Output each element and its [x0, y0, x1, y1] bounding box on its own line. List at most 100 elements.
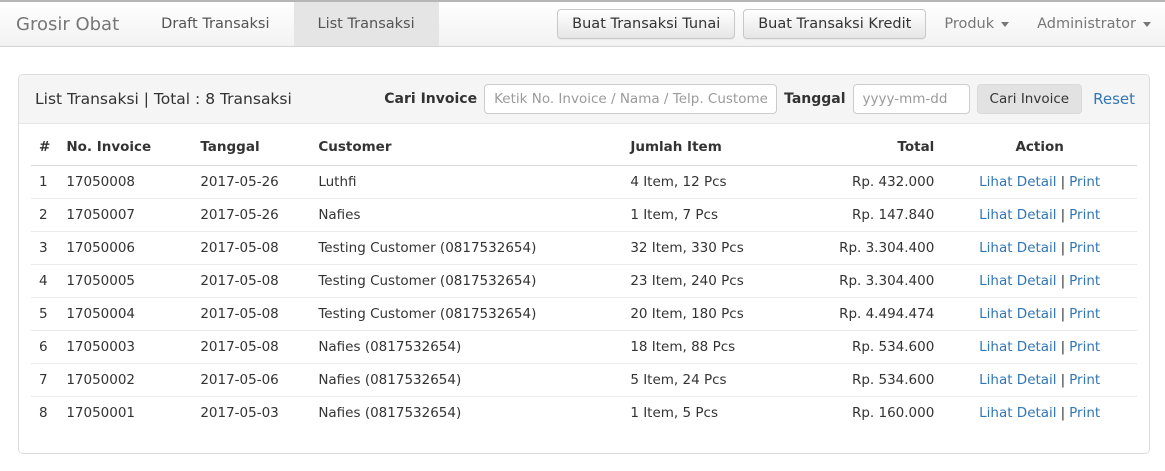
customer-cell: Testing Customer (0817532654) [310, 264, 623, 298]
header-tanggal: Tanggal [192, 124, 311, 166]
panel-header: List Transaksi | Total : 8 Transaksi Car… [19, 75, 1149, 124]
caret-down-icon [1001, 21, 1010, 27]
num-cell: 1 [39, 174, 48, 190]
customer-cell: Nafies (0817532654) [310, 363, 623, 397]
lihat-detail-link[interactable]: Lihat Detail [979, 273, 1057, 289]
print-link[interactable]: Print [1069, 306, 1101, 322]
print-link[interactable]: Print [1069, 273, 1101, 289]
tanggal-cell: 2017-05-08 [192, 330, 311, 364]
produk-dropdown[interactable]: Produk [930, 2, 1023, 46]
table-row: 2 17050007 2017-05-26 Nafies 1 Item, 7 P… [31, 198, 1137, 232]
total-cell: Rp. 534.600 [812, 330, 943, 364]
lihat-detail-link[interactable]: Lihat Detail [979, 372, 1057, 388]
tanggal-cell: 2017-05-26 [192, 198, 311, 232]
action-cell: Lihat Detail | Print [942, 166, 1137, 199]
lihat-detail-link[interactable]: Lihat Detail [979, 306, 1057, 322]
tanggal-input[interactable] [852, 84, 970, 114]
total-cell: Rp. 147.840 [812, 198, 943, 232]
cari-invoice-button[interactable]: Cari Invoice [976, 84, 1083, 114]
num-cell: 6 [31, 330, 59, 364]
table-row: 6 17050003 2017-05-08 Nafies (0817532654… [31, 330, 1137, 364]
administrator-dropdown[interactable]: Administrator [1023, 2, 1165, 46]
total-cell: Rp. 534.600 [812, 363, 943, 397]
tanggal-cell: 2017-05-08 [192, 264, 311, 298]
tanggal-cell: 2017-05-06 [192, 363, 311, 397]
administrator-dropdown-label: Administrator [1037, 16, 1136, 32]
invoice-cell: 17050006 [58, 231, 193, 265]
num-cell: 7 [31, 363, 59, 397]
action-separator: | [1060, 207, 1066, 223]
lihat-detail-link[interactable]: Lihat Detail [979, 339, 1057, 355]
invoice-cell: 17050008 [66, 174, 136, 190]
tanggal-cell: 2017-05-26 [200, 174, 279, 190]
table-row: 1 17050008 2017-05-26 Luthfi 4 Item, 12 … [31, 166, 1137, 199]
transaction-table: # No. Invoice Tanggal Customer Jumlah It… [31, 124, 1137, 429]
action-cell: Lihat Detail | Print [942, 396, 1137, 429]
jumlah-cell: 5 Item, 24 Pcs [622, 363, 813, 397]
print-link[interactable]: Print [1069, 339, 1101, 355]
table-row: 8 17050001 2017-05-03 Nafies (0817532654… [31, 396, 1137, 429]
jumlah-cell: 1 Item, 7 Pcs [622, 198, 813, 232]
jumlah-cell: 20 Item, 180 Pcs [622, 297, 813, 331]
search-area: Cari Invoice Tanggal Cari Invoice Reset [384, 84, 1135, 114]
jumlah-cell: 4 Item, 12 Pcs [630, 174, 727, 190]
print-link[interactable]: Print [1069, 240, 1101, 256]
total-cell: Rp. 160.000 [812, 396, 943, 429]
action-cell: Lihat Detail | Print [942, 231, 1137, 265]
print-link[interactable]: Print [1069, 372, 1101, 388]
table-row: 3 17050006 2017-05-08 Testing Customer (… [31, 231, 1137, 265]
invoice-cell: 17050005 [58, 264, 193, 298]
header-customer: Customer [310, 124, 623, 166]
action-separator: | [1060, 372, 1066, 388]
navbar: Grosir Obat Draft Transaksi List Transak… [0, 0, 1165, 47]
lihat-detail-link[interactable]: Lihat Detail [979, 207, 1057, 223]
num-cell: 3 [31, 231, 59, 265]
header-num: # [31, 124, 59, 166]
num-cell: 4 [31, 264, 59, 298]
table-row: 5 17050004 2017-05-08 Testing Customer (… [31, 297, 1137, 331]
action-separator: | [1060, 174, 1066, 190]
action-cell: Lihat Detail | Print [942, 264, 1137, 298]
jumlah-cell: 32 Item, 330 Pcs [622, 231, 813, 265]
tanggal-cell: 2017-05-03 [192, 396, 311, 429]
invoice-search-input[interactable] [484, 84, 778, 114]
invoice-cell: 17050001 [58, 396, 193, 429]
action-cell: Lihat Detail | Print [942, 198, 1137, 232]
num-cell: 8 [31, 396, 59, 429]
buat-transaksi-kredit-button[interactable]: Buat Transaksi Kredit [743, 9, 927, 39]
print-link[interactable]: Print [1069, 174, 1101, 190]
print-link[interactable]: Print [1069, 207, 1101, 223]
buat-transaksi-tunai-button[interactable]: Buat Transaksi Tunai [557, 9, 736, 39]
customer-cell: Luthfi [318, 174, 357, 190]
caret-down-icon [1143, 21, 1151, 27]
invoice-cell: 17050004 [58, 297, 193, 331]
tanggal-cell: 2017-05-08 [192, 297, 311, 331]
panel-title: List Transaksi | Total : 8 Transaksi [35, 90, 292, 108]
header-total: Total [812, 124, 943, 166]
nav-item-list-transaksi[interactable]: List Transaksi [293, 2, 439, 46]
customer-cell: Nafies (0817532654) [310, 396, 623, 429]
action-separator: | [1060, 339, 1066, 355]
customer-cell: Testing Customer (0817532654) [310, 231, 623, 265]
customer-cell: Testing Customer (0817532654) [310, 297, 623, 331]
action-separator: | [1060, 240, 1066, 256]
list-transaksi-panel: List Transaksi | Total : 8 Transaksi Car… [18, 74, 1150, 454]
nav-item-draft-transaksi[interactable]: Draft Transaksi [161, 16, 270, 32]
brand[interactable]: Grosir Obat [16, 13, 120, 35]
action-separator: | [1060, 273, 1066, 289]
tanggal-cell: 2017-05-08 [192, 231, 311, 265]
print-link[interactable]: Print [1069, 405, 1101, 421]
jumlah-cell: 18 Item, 88 Pcs [622, 330, 813, 364]
total-cell: Rp. 3.304.400 [812, 264, 943, 298]
lihat-detail-link[interactable]: Lihat Detail [979, 240, 1057, 256]
num-cell: 5 [31, 297, 59, 331]
action-separator: | [1060, 306, 1066, 322]
table-header-row: # No. Invoice Tanggal Customer Jumlah It… [31, 124, 1137, 166]
action-separator: | [1060, 405, 1066, 421]
reset-link[interactable]: Reset [1093, 90, 1135, 108]
header-action: Action [942, 124, 1137, 166]
total-cell: Rp. 3.304.400 [812, 231, 943, 265]
header-invoice: No. Invoice [58, 124, 193, 166]
lihat-detail-link[interactable]: Lihat Detail [979, 405, 1057, 421]
lihat-detail-link[interactable]: Lihat Detail [979, 174, 1057, 190]
